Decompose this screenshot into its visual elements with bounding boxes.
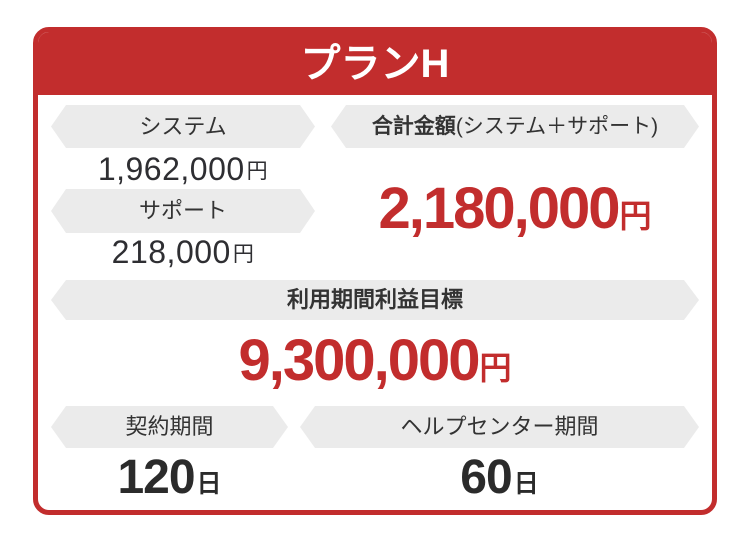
period-row: 契約期間 120 日 ヘルプセンター期間 60 日: [51, 406, 699, 502]
support-amount-number: 218,000: [111, 233, 231, 270]
cost-breakdown-column: システム 1,962,000 円 サポート 218,000 円: [51, 105, 315, 270]
total-label-sub: (システム＋サポート): [455, 115, 659, 138]
system-label-band: システム: [51, 105, 315, 148]
total-amount-number: 2,180,000: [378, 176, 620, 241]
total-amount: 2,180,000 円: [331, 148, 699, 270]
contract-days: 120 日: [51, 454, 288, 502]
plan-card-body: システム 1,962,000 円 サポート 218,000 円 合計金額 (システム＋…: [38, 95, 712, 510]
help-center-period-column: ヘルプセンター期間 60 日: [300, 406, 699, 502]
help-center-days-number: 60: [460, 451, 512, 504]
system-amount-number: 1,962,000: [97, 150, 245, 187]
total-label-main: 合計金額: [371, 115, 456, 138]
contract-days-number: 120: [117, 451, 195, 504]
contract-label-band: 契約期間: [51, 406, 288, 448]
support-label-band: サポート: [51, 189, 315, 233]
contract-label: 契約期間: [125, 414, 214, 439]
support-amount-unit: 円: [232, 243, 255, 266]
plan-card: プランH システム 1,962,000 円 サポート 218,000 円: [33, 27, 717, 515]
profit-amount: 9,300,000 円: [51, 320, 699, 398]
total-column: 合計金額 (システム＋サポート) 2,180,000 円: [331, 105, 699, 270]
help-center-days-unit: 日: [513, 469, 539, 498]
plan-title: プランH: [300, 41, 450, 86]
profit-label-band: 利用期間利益目標: [51, 280, 699, 320]
cost-row: システム 1,962,000 円 サポート 218,000 円 合計金額 (システム＋…: [51, 105, 699, 270]
contract-days-unit: 日: [196, 469, 222, 498]
system-amount: 1,962,000 円: [51, 148, 315, 189]
support-label: サポート: [138, 198, 227, 223]
profit-label: 利用期間利益目標: [286, 287, 463, 312]
help-center-label: ヘルプセンター期間: [400, 414, 599, 439]
help-center-label-band: ヘルプセンター期間: [300, 406, 699, 448]
plan-card-header: プランH: [38, 32, 712, 95]
contract-period-column: 契約期間 120 日: [51, 406, 288, 502]
profit-amount-number: 9,300,000: [238, 328, 480, 393]
support-amount: 218,000 円: [51, 233, 315, 270]
profit-amount-unit: 円: [479, 350, 512, 386]
system-label: システム: [139, 113, 227, 139]
total-label-band: 合計金額 (システム＋サポート): [331, 105, 699, 148]
system-amount-unit: 円: [246, 160, 269, 183]
help-center-days: 60 日: [300, 454, 699, 502]
total-amount-unit: 円: [619, 198, 652, 234]
